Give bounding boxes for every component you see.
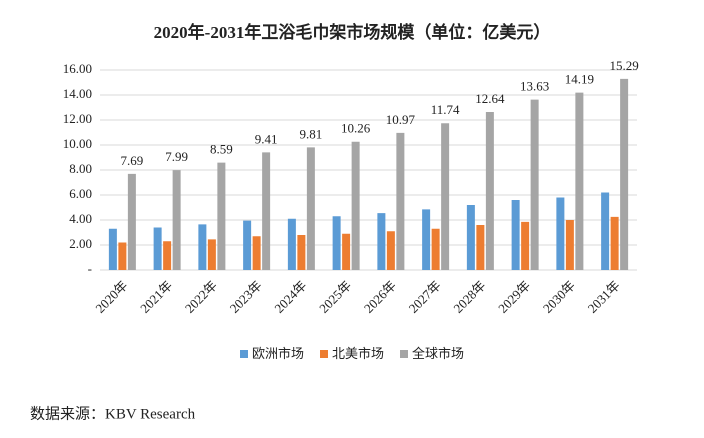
bar bbox=[466, 205, 475, 270]
bar bbox=[262, 152, 271, 270]
bar bbox=[351, 141, 360, 270]
data-label: 7.69 bbox=[121, 153, 144, 168]
bar bbox=[565, 220, 574, 270]
x-tick-label: 2028年 bbox=[450, 278, 488, 316]
x-tick-label: 2027年 bbox=[406, 278, 444, 316]
data-label: 8.59 bbox=[210, 142, 233, 157]
y-tick-label: 10.00 bbox=[63, 136, 92, 151]
legend-label: 欧洲市场 bbox=[252, 346, 304, 361]
y-tick-label: 2.00 bbox=[69, 236, 92, 251]
data-label: 10.26 bbox=[341, 121, 371, 136]
y-tick-label: 14.00 bbox=[63, 86, 92, 101]
bar bbox=[386, 231, 395, 270]
y-tick-label: 4.00 bbox=[69, 211, 92, 226]
bar bbox=[441, 123, 450, 270]
x-tick-label: 2029年 bbox=[495, 278, 533, 316]
bar bbox=[431, 228, 440, 270]
bar bbox=[511, 200, 520, 270]
data-label: 10.97 bbox=[386, 112, 416, 127]
legend-swatch bbox=[320, 350, 328, 358]
x-tick-label: 2023年 bbox=[227, 278, 265, 316]
bar bbox=[127, 173, 136, 270]
chart-title: 2020年-2031年卫浴毛巾架市场规模（单位：亿美元） bbox=[154, 22, 551, 42]
data-label: 7.99 bbox=[165, 149, 188, 164]
x-tick-label: 2020年 bbox=[92, 278, 130, 316]
y-tick-label: 8.00 bbox=[69, 161, 92, 176]
legend-label: 北美市场 bbox=[332, 346, 384, 361]
bar bbox=[396, 132, 405, 270]
bar bbox=[297, 235, 306, 270]
y-tick-label: 16.00 bbox=[63, 61, 92, 76]
bar bbox=[342, 233, 351, 270]
bar bbox=[485, 112, 494, 270]
bar bbox=[207, 239, 216, 270]
y-tick-label: 12.00 bbox=[63, 111, 92, 126]
legend-swatch bbox=[240, 350, 248, 358]
data-label: 11.74 bbox=[431, 102, 460, 117]
bar bbox=[620, 78, 629, 270]
data-label: 9.41 bbox=[255, 131, 278, 146]
bar bbox=[163, 241, 172, 270]
x-tick-label: 2026年 bbox=[361, 278, 399, 316]
bar bbox=[530, 99, 539, 270]
x-tick-label: 2030年 bbox=[540, 278, 578, 316]
source: 数据来源：KBV Research bbox=[30, 405, 196, 422]
y-tick-label: - bbox=[88, 261, 92, 276]
bar bbox=[575, 92, 584, 270]
y-tick-label: 6.00 bbox=[69, 186, 92, 201]
bar bbox=[108, 228, 117, 270]
bar bbox=[521, 221, 530, 270]
bar bbox=[377, 213, 386, 270]
legend-label: 全球市场 bbox=[412, 346, 464, 361]
x-tick-label: 2024年 bbox=[271, 278, 309, 316]
x-tick-label: 2025年 bbox=[316, 278, 354, 316]
bar bbox=[252, 236, 261, 270]
data-label: 9.81 bbox=[300, 126, 323, 141]
bar bbox=[332, 216, 341, 270]
bar bbox=[198, 224, 207, 270]
data-label: 15.29 bbox=[610, 58, 639, 73]
x-tick-label: 2022年 bbox=[182, 278, 220, 316]
legend-swatch bbox=[400, 350, 408, 358]
bar bbox=[118, 242, 127, 270]
bar bbox=[172, 170, 181, 270]
bar bbox=[243, 220, 252, 270]
bar bbox=[217, 162, 226, 270]
bar bbox=[287, 218, 296, 270]
data-label: 13.63 bbox=[520, 79, 549, 94]
bar bbox=[556, 197, 565, 270]
bar bbox=[476, 225, 485, 270]
data-label: 12.64 bbox=[475, 91, 505, 106]
x-tick-label: 2031年 bbox=[585, 278, 623, 316]
bar bbox=[601, 192, 610, 270]
bar bbox=[610, 216, 619, 270]
x-tick-label: 2021年 bbox=[137, 278, 175, 316]
bar bbox=[153, 227, 162, 270]
data-label: 14.19 bbox=[565, 72, 594, 87]
bar bbox=[422, 209, 431, 270]
bar bbox=[306, 147, 315, 270]
